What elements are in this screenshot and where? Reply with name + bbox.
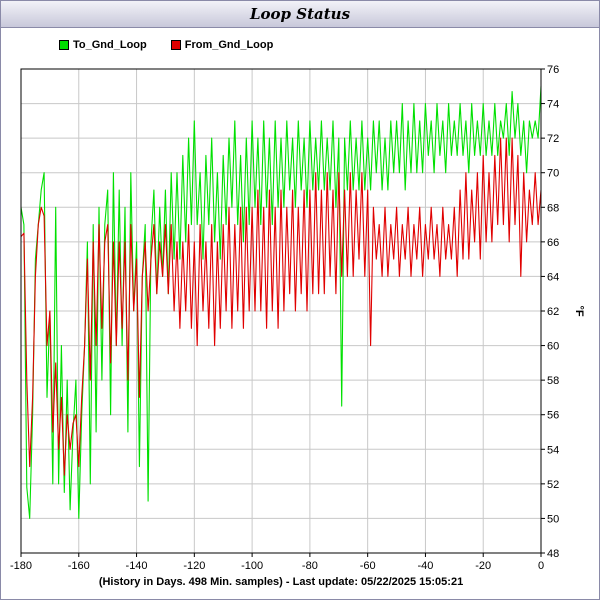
legend-label-from-gnd-loop: From_Gnd_Loop bbox=[184, 39, 274, 51]
y-tick-label: 58 bbox=[547, 375, 559, 387]
series-line-to-gnd-loop bbox=[20, 86, 542, 519]
legend: To_Gnd_Loop From_Gnd_Loop bbox=[59, 39, 297, 51]
x-tick-label: -40 bbox=[417, 560, 433, 572]
legend-item-from-gnd-loop: From_Gnd_Loop bbox=[170, 39, 274, 51]
y-tick-label: 52 bbox=[547, 479, 559, 491]
x-tick-label: -160 bbox=[68, 560, 90, 572]
y-tick-label: 62 bbox=[547, 306, 559, 318]
y-tick-label: 54 bbox=[547, 444, 559, 456]
y-tick-label: 66 bbox=[547, 237, 559, 249]
x-tick-label: -180 bbox=[10, 560, 32, 572]
y-tick-label: 74 bbox=[547, 99, 559, 111]
y-tick-label: 68 bbox=[547, 202, 559, 214]
x-tick-label: -60 bbox=[360, 560, 376, 572]
legend-item-to-gnd-loop: To_Gnd_Loop bbox=[59, 39, 147, 51]
y-axis-label: °F bbox=[573, 305, 585, 316]
y-tick-label: 50 bbox=[547, 513, 559, 525]
y-tick-label: 48 bbox=[547, 548, 559, 560]
y-tick-label: 64 bbox=[547, 271, 559, 283]
x-tick-label: -20 bbox=[475, 560, 491, 572]
window-title: Loop Status bbox=[1, 1, 599, 28]
x-tick-label: -120 bbox=[183, 560, 205, 572]
axis-layer: -180 -160 -140 -120 -100 -80 -60 -40 -20 048 50 52 5… bbox=[10, 64, 585, 572]
x-tick-label: 0 bbox=[538, 560, 544, 572]
series-layer bbox=[20, 86, 542, 519]
y-tick-label: 56 bbox=[547, 410, 559, 422]
y-tick-label: 72 bbox=[547, 133, 559, 145]
x-tick-label: -100 bbox=[241, 560, 263, 572]
legend-swatch-from-gnd-loop bbox=[170, 40, 181, 50]
series-line-from-gnd-loop bbox=[20, 137, 542, 476]
y-tick-label: 70 bbox=[547, 168, 559, 180]
y-tick-label: 76 bbox=[547, 64, 559, 76]
legend-swatch-to-gnd-loop bbox=[59, 40, 69, 50]
y-tick-label: 60 bbox=[547, 341, 559, 353]
x-tick-label: -140 bbox=[126, 560, 148, 572]
footer-caption: (History in Days. 498 Min. samples) - La… bbox=[98, 576, 464, 588]
x-tick-label: -80 bbox=[302, 560, 318, 572]
legend-label-to-gnd-loop: To_Gnd_Loop bbox=[73, 39, 147, 51]
